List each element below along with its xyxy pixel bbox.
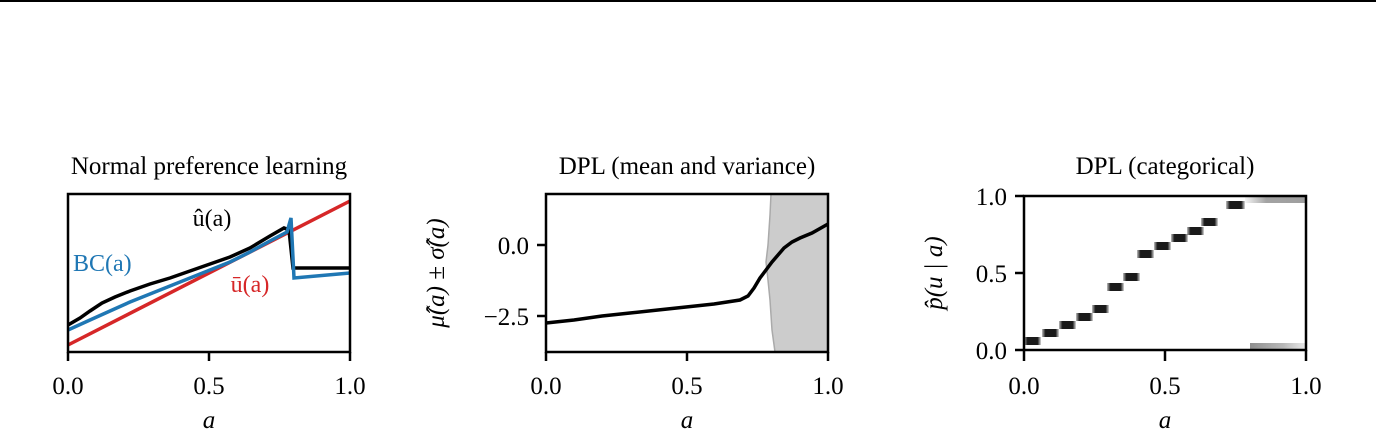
p3-ytick-2: 0.0 — [976, 338, 1007, 365]
p2-ytick-1: −2.5 — [484, 304, 529, 331]
panel-dpl-mean-variance: DPL (mean and variance) 0.0 −2.5 μ̂(a) ±… — [423, 153, 844, 434]
panel-normal-preference-learning: Normal preference learning û(a) BC(a) ū(… — [52, 153, 365, 434]
ubar-line — [67, 199, 351, 347]
variance-band — [766, 194, 828, 352]
p1-xtick-2: 1.0 — [334, 373, 365, 400]
p3-xlabel: a — [1159, 407, 1172, 434]
panel3-title: DPL (categorical) — [1076, 153, 1255, 180]
bc-label: BC(a) — [73, 251, 132, 277]
p3-ylabel: p̂(u | a) — [921, 236, 948, 312]
p1-xtick-0: 0.0 — [52, 373, 83, 400]
p3-xtick-1: 0.5 — [1149, 373, 1180, 400]
ubar-label: ū(a) — [231, 272, 270, 298]
p3-ytick-0: 1.0 — [976, 184, 1007, 211]
p1-xlabel: a — [203, 407, 216, 434]
p1-xtick-1: 0.5 — [193, 373, 224, 400]
panel1-title: Normal preference learning — [71, 153, 348, 180]
uhat-label: û(a) — [193, 206, 232, 232]
p2-xtick-0: 0.0 — [530, 373, 561, 400]
panel2-title: DPL (mean and variance) — [559, 153, 816, 180]
p3-ytick-1: 0.5 — [976, 261, 1007, 288]
p2-ytick-0: 0.0 — [498, 233, 529, 260]
p2-xtick-2: 1.0 — [812, 373, 843, 400]
mean-line — [545, 222, 829, 325]
p2-xlabel: a — [681, 407, 694, 434]
uhat-line — [67, 226, 350, 327]
p2-xtick-1: 0.5 — [671, 373, 702, 400]
bc-line — [67, 217, 351, 332]
p3-xtick-2: 1.0 — [1290, 373, 1321, 400]
top-rule — [0, 0, 1376, 2]
p2-ylabel: μ̂(a) ± σ̂(a) — [423, 218, 450, 328]
panel-dpl-categorical: DPL (categorical) — [921, 153, 1322, 434]
heatmap-cells — [1024, 196, 1306, 350]
p3-xtick-0: 0.0 — [1008, 373, 1039, 400]
